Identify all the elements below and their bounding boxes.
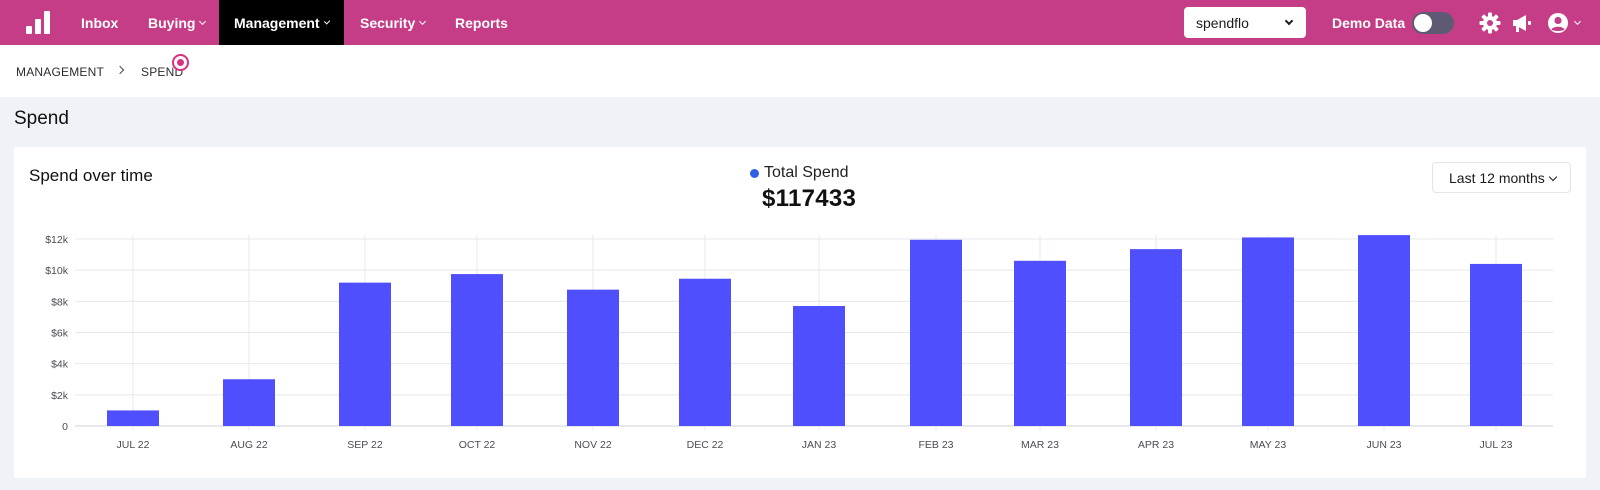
organization-select[interactable]: spendflo: [1184, 7, 1306, 38]
x-tick-label: SEP 22: [347, 439, 383, 451]
y-tick-label: $8k: [51, 296, 69, 308]
organization-select-value: spendflo: [1196, 14, 1249, 31]
x-tick-label: AUG 22: [230, 439, 268, 451]
user-circle-icon[interactable]: [1546, 11, 1570, 35]
legend-dot-icon: [750, 168, 759, 178]
y-tick-label: 0: [62, 421, 68, 433]
nav-item-label: Inbox: [81, 14, 119, 31]
legend-label: Total Spend: [764, 164, 849, 181]
x-tick-label: MAR 23: [1021, 439, 1059, 451]
top-nav-bar: Inbox Buying Management Security Reports…: [0, 0, 1600, 45]
chart-bar[interactable]: [223, 379, 275, 426]
x-tick-label: NOV 22: [574, 439, 612, 451]
date-range-label: Last 12 months: [1449, 169, 1545, 186]
nav-item-label: Security: [360, 14, 416, 31]
page-title: Spend: [14, 108, 69, 129]
chart-bar[interactable]: [1130, 249, 1182, 426]
nav-item-management[interactable]: Management: [219, 0, 344, 45]
x-tick-label: MAY 23: [1250, 439, 1287, 451]
chart-bar[interactable]: [910, 239, 962, 426]
chart-legend[interactable]: Total Spend: [750, 164, 849, 182]
demo-data-toggle[interactable]: [1412, 12, 1454, 34]
chart-bar[interactable]: [1470, 263, 1522, 426]
megaphone-icon[interactable]: [1510, 11, 1534, 35]
card-title: Spend over time: [29, 166, 153, 185]
x-tick-label: JUN 23: [1366, 439, 1401, 451]
x-tick-label: OCT 22: [459, 439, 496, 451]
x-tick-label: JUL 23: [1480, 439, 1513, 451]
y-tick-label: $2k: [51, 390, 69, 402]
chart-bar[interactable]: [1242, 237, 1294, 426]
nav-item-security[interactable]: Security: [345, 0, 440, 45]
chart-bar[interactable]: [451, 274, 503, 426]
x-tick-label: JAN 23: [802, 439, 837, 451]
y-tick-label: $4k: [51, 359, 69, 371]
breadcrumb-spend: SPEND: [141, 65, 184, 79]
x-tick-label: APR 23: [1138, 439, 1174, 451]
bar-chart-logo-icon[interactable]: [26, 11, 50, 34]
date-range-select[interactable]: Last 12 months: [1432, 162, 1571, 193]
breadcrumb: [0, 45, 1600, 97]
y-tick-label: $6k: [51, 328, 69, 340]
chart-bar[interactable]: [1358, 235, 1410, 426]
total-spend-value: $117433: [762, 185, 857, 212]
nav-item-label: Reports: [455, 14, 508, 31]
demo-data-label: Demo Data: [1332, 14, 1406, 31]
y-tick-label: $10k: [45, 265, 69, 277]
gear-icon[interactable]: [1478, 11, 1502, 35]
nav-item-label: Management: [234, 14, 320, 31]
chart-bar[interactable]: [793, 306, 845, 426]
toggle-knob: [1414, 14, 1432, 32]
y-tick-label: $12k: [45, 234, 69, 246]
nav-item-inbox[interactable]: Inbox: [66, 0, 133, 45]
chart-bar[interactable]: [1014, 260, 1066, 426]
chart-bar[interactable]: [107, 410, 159, 426]
x-tick-label: DEC 22: [687, 439, 724, 451]
chart-bar[interactable]: [679, 278, 731, 426]
x-tick-label: JUL 22: [117, 439, 150, 451]
nav-item-label: Buying: [148, 14, 196, 31]
nav-item-reports[interactable]: Reports: [440, 0, 523, 45]
breadcrumb-management[interactable]: MANAGEMENT: [16, 65, 105, 79]
chart-bar[interactable]: [339, 282, 391, 426]
chart-bar[interactable]: [567, 289, 619, 426]
nav-item-buying[interactable]: Buying: [133, 0, 220, 45]
x-tick-label: FEB 23: [918, 439, 953, 451]
tour-hotspot-icon[interactable]: [172, 54, 189, 71]
